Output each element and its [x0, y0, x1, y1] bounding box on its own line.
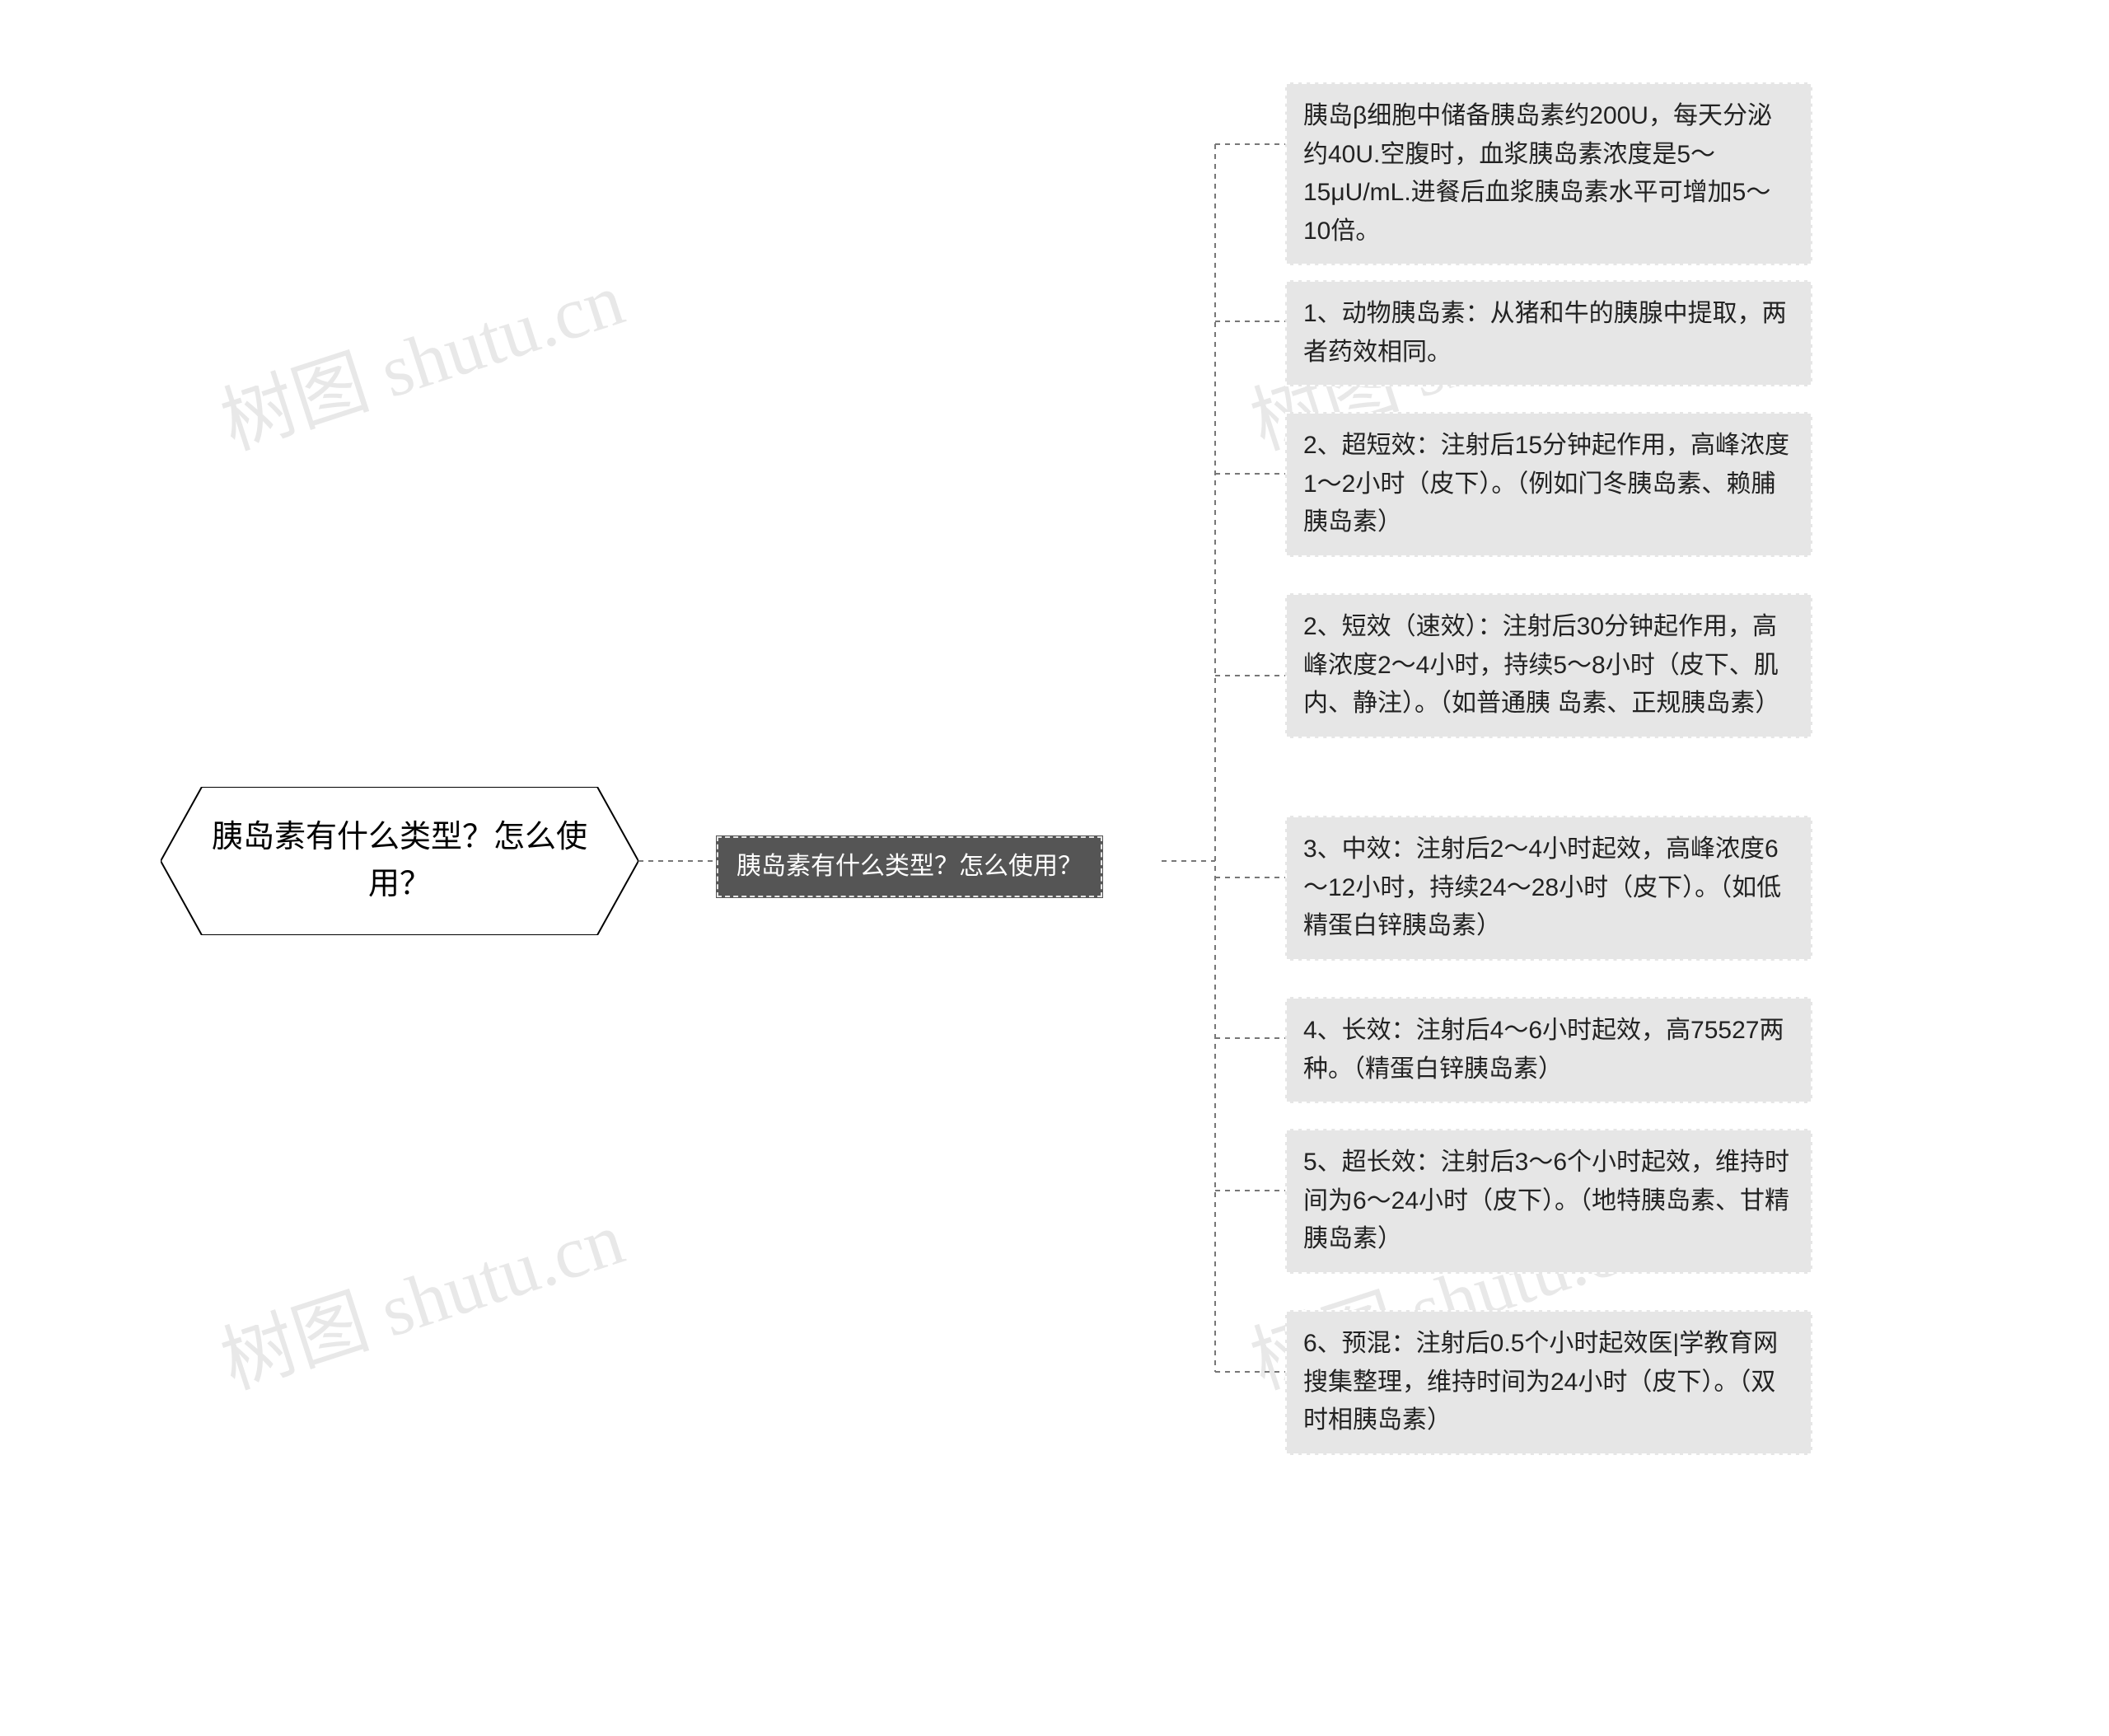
- leaf-node[interactable]: 1、动物胰岛素：从猪和牛的胰腺中提取，两者药效相同。: [1285, 280, 1812, 386]
- leaf-text: 1、动物胰岛素：从猪和牛的胰腺中提取，两者药效相同。: [1303, 300, 1787, 366]
- leaf-node[interactable]: 5、超长效：注射后3～6个小时起效，维持时间为6～24小时（皮下）。（地特胰岛素…: [1285, 1129, 1812, 1274]
- root-label: 胰岛素有什么类型？怎么使用？: [210, 814, 589, 908]
- root-node[interactable]: 胰岛素有什么类型？怎么使用？: [161, 787, 638, 935]
- leaf-text: 3、中效：注射后2～4小时起效，高峰浓度6～12小时，持续24～28小时（皮下）…: [1303, 835, 1781, 939]
- leaf-node[interactable]: 2、短效（速效）：注射后30分钟起作用，高峰浓度2～4小时，持续5～8小时（皮下…: [1285, 593, 1812, 738]
- leaf-text: 4、长效：注射后4～6小时起效，高75527两种。（精蛋白锌胰岛素）: [1303, 1017, 1784, 1083]
- leaf-text: 2、短效（速效）：注射后30分钟起作用，高峰浓度2～4小时，持续5～8小时（皮下…: [1303, 613, 1779, 717]
- leaf-text: 5、超长效：注射后3～6个小时起效，维持时间为6～24小时（皮下）。（地特胰岛素…: [1303, 1149, 1789, 1252]
- leaf-text: 胰岛β细胞中储备胰岛素约200U，每天分泌约40U.空腹时，血浆胰岛素浓度是5～…: [1303, 102, 1772, 245]
- leaf-text: 6、预混：注射后0.5个小时起效医|学教育网搜集整理，维持时间为24小时（皮下）…: [1303, 1330, 1778, 1434]
- level1-node[interactable]: 胰岛素有什么类型？怎么使用？: [717, 836, 1102, 897]
- leaf-node[interactable]: 胰岛β细胞中储备胰岛素约200U，每天分泌约40U.空腹时，血浆胰岛素浓度是5～…: [1285, 82, 1812, 265]
- leaf-node[interactable]: 3、中效：注射后2～4小时起效，高峰浓度6～12小时，持续24～28小时（皮下）…: [1285, 816, 1812, 961]
- mindmap-canvas: 树图 shutu.cn 树图 shutu.cn 树图 shutu.cn 树图 s…: [0, 0, 2109, 1736]
- level1-label: 胰岛素有什么类型？怎么使用？: [737, 853, 1083, 880]
- leaf-text: 2、超短效：注射后15分钟起作用，高峰浓度1～2小时（皮下）。（例如门冬胰岛素、…: [1303, 432, 1789, 536]
- leaf-node[interactable]: 6、预混：注射后0.5个小时起效医|学教育网搜集整理，维持时间为24小时（皮下）…: [1285, 1310, 1812, 1455]
- watermark: 树图 shutu.cn: [206, 1178, 634, 1409]
- leaf-node[interactable]: 4、长效：注射后4～6小时起效，高75527两种。（精蛋白锌胰岛素）: [1285, 997, 1812, 1103]
- leaf-node[interactable]: 2、超短效：注射后15分钟起作用，高峰浓度1～2小时（皮下）。（例如门冬胰岛素、…: [1285, 412, 1812, 557]
- watermark: 树图 shutu.cn: [206, 239, 634, 470]
